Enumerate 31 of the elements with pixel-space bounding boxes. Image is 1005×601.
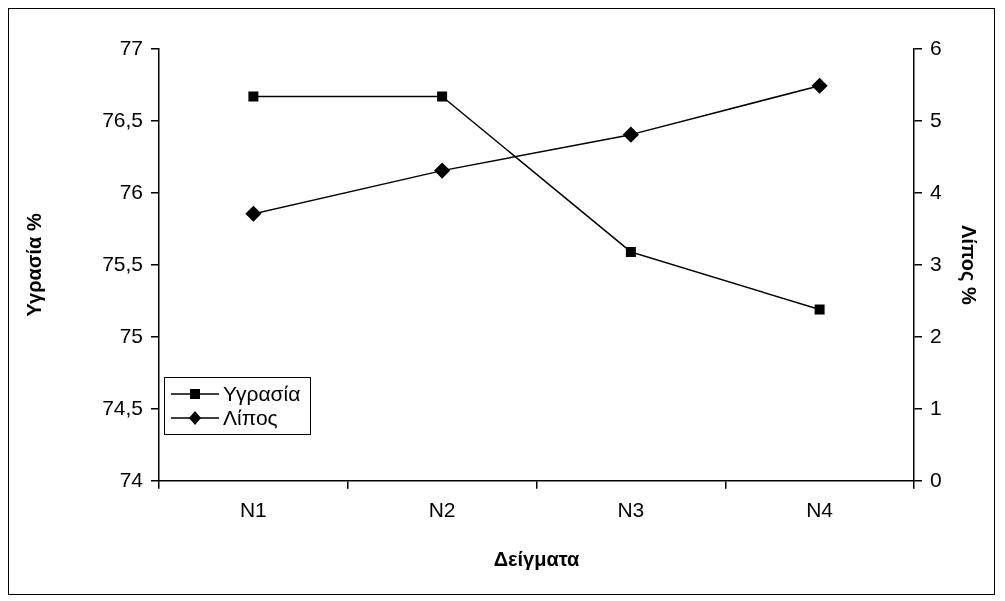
x-tick-label: N2	[428, 498, 456, 522]
y-tick-label: 74,5	[102, 395, 143, 419]
legend-label: Λίπος	[223, 406, 278, 430]
y-tick-label: 75	[119, 323, 143, 347]
y2-tick-label: 0	[930, 467, 942, 491]
y2-tick-label: 2	[930, 323, 942, 347]
y-tick-label: 77	[119, 35, 143, 59]
point	[434, 162, 450, 179]
y-tick-label: 76,5	[102, 107, 143, 131]
y2-tick-label: 4	[930, 179, 942, 203]
point	[625, 246, 636, 257]
x-axis-title: Δείγματα	[493, 547, 581, 570]
point	[245, 206, 262, 222]
y-axis-title: Υγρασία %	[22, 213, 45, 317]
point	[811, 77, 828, 94]
y2-tick-label: 5	[930, 107, 942, 131]
x-tick-label: N1	[239, 498, 267, 522]
point	[814, 304, 825, 315]
legend-label: Υγρασία	[223, 382, 301, 406]
y-tick-label: 74	[119, 467, 144, 491]
x-tick-label: N4	[806, 498, 834, 522]
y2-tick-label: 1	[930, 395, 942, 419]
y2-tick-label: 3	[930, 251, 942, 275]
y-tick-label: 75,5	[102, 251, 143, 275]
y2-tick-label: 6	[930, 35, 942, 59]
y2-axis-title: Λίπος %	[958, 225, 981, 305]
x-tick-label: N3	[617, 498, 645, 522]
point	[623, 126, 639, 143]
point	[248, 91, 259, 102]
y-tick-label: 76	[119, 179, 143, 203]
point	[437, 91, 448, 102]
